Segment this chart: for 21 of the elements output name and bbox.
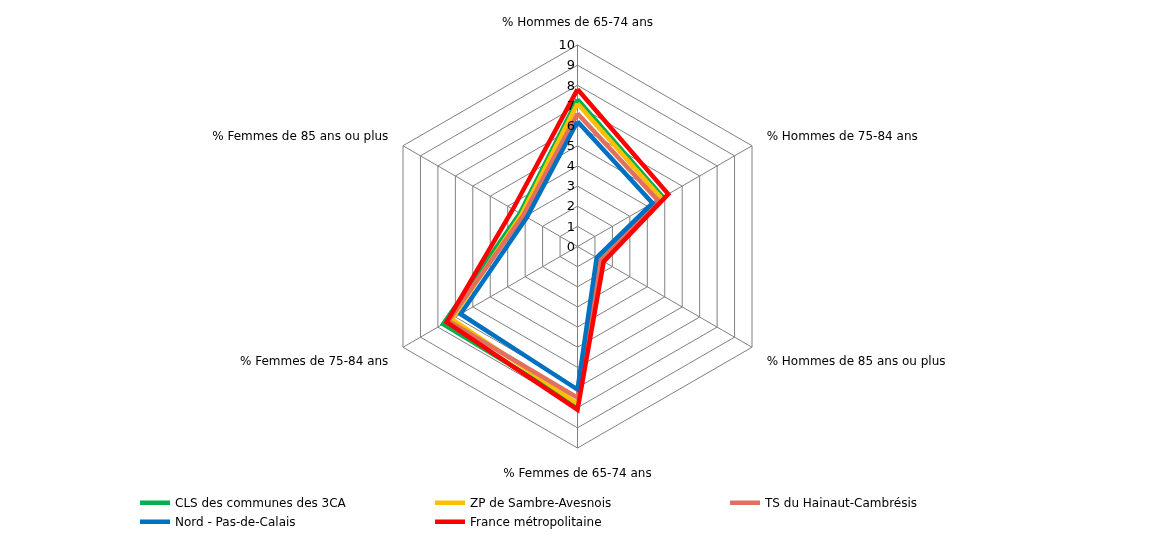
y-tick-label: 4 (566, 158, 576, 174)
y-tick-label: 2 (566, 198, 576, 214)
y-tick-label: 5 (566, 137, 576, 153)
legend-label: ZP de Sambre-Avesnois (470, 496, 612, 511)
y-tick-label: 0 (566, 238, 576, 254)
y-tick-label: 8 (566, 77, 576, 93)
y-tick-label: 1 (566, 218, 576, 234)
y-tick-label: 10 (558, 37, 576, 53)
spoke-label: % Femmes de 85 ans ou plus (212, 128, 389, 143)
spoke-label: % Hommes de 75-84 ans (766, 128, 918, 143)
spoke-label: % Femmes de 65-74 ans (503, 465, 652, 480)
legend-label: France métropolitaine (470, 515, 602, 530)
legend-label: CLS des communes des 3CA (175, 496, 347, 511)
y-tick-label: 3 (566, 178, 576, 194)
spoke-label: % Hommes de 85 ans ou plus (766, 354, 946, 369)
spoke-label: % Hommes de 65-74 ans (501, 14, 654, 29)
y-tick-label: 9 (566, 57, 576, 73)
legend-label: Nord - Pas-de-Calais (175, 515, 296, 530)
legend-label: TS du Hainaut-Cambrésis (764, 496, 918, 511)
spoke-label: % Femmes de 75-84 ans (239, 354, 389, 369)
y-tick-label: 6 (566, 117, 576, 133)
